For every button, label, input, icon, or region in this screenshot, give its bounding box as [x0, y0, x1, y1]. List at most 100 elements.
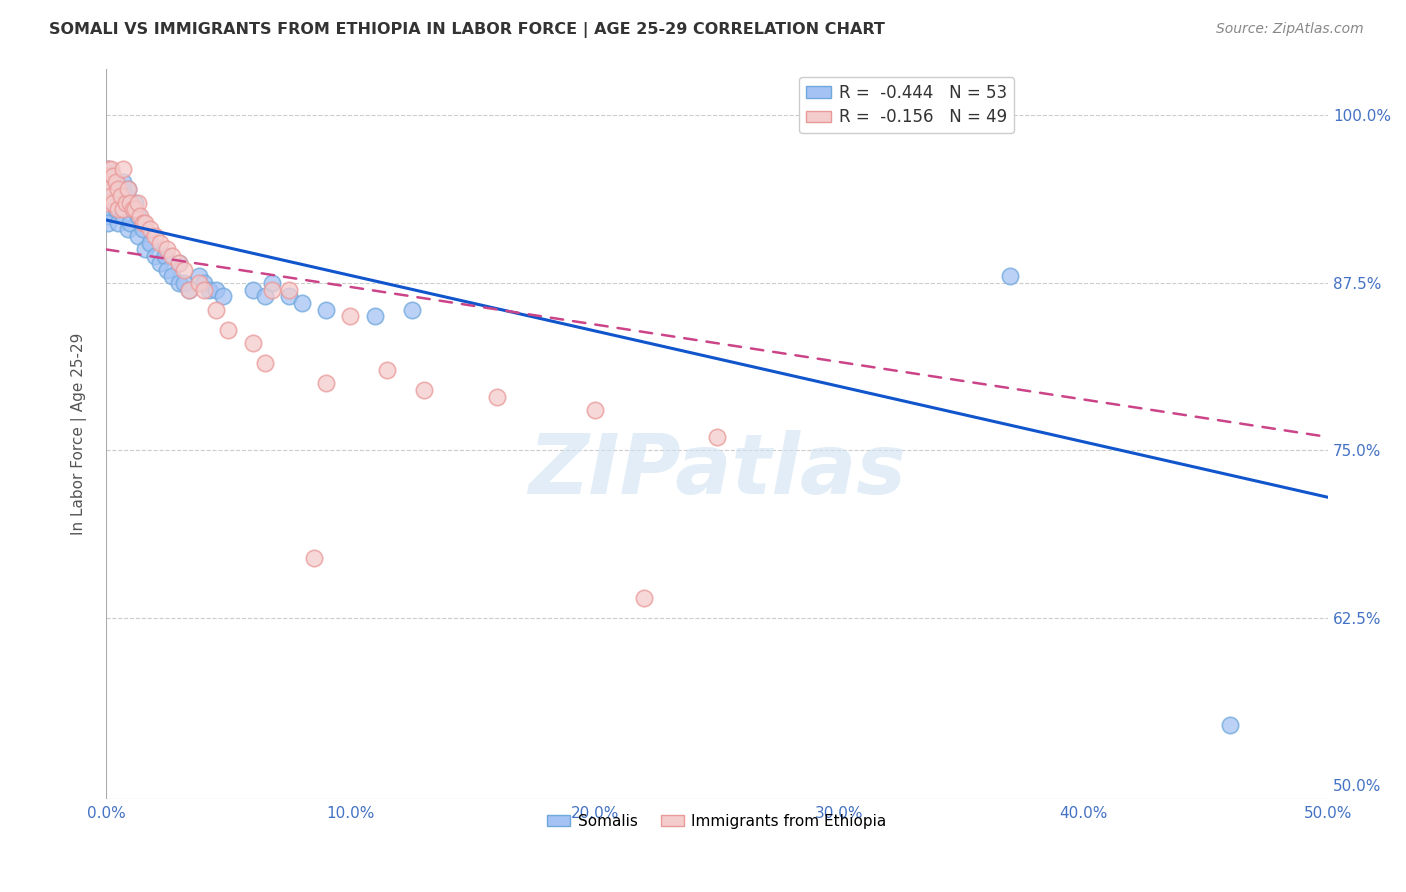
- Point: [156, 243, 179, 257]
- Point: [187, 269, 209, 284]
- Point: [103, 195, 125, 210]
- Point: [205, 302, 228, 317]
- Point: [278, 283, 301, 297]
- Point: [131, 216, 153, 230]
- Point: [205, 283, 228, 297]
- Point: [112, 161, 135, 176]
- Point: [107, 216, 129, 230]
- Point: [315, 302, 337, 317]
- Point: [160, 249, 183, 263]
- Point: [107, 189, 129, 203]
- Point: [153, 249, 176, 263]
- Point: [127, 209, 149, 223]
- Point: [173, 262, 195, 277]
- Point: [134, 243, 156, 257]
- Point: [103, 169, 125, 183]
- Point: [120, 195, 142, 210]
- Point: [97, 161, 120, 176]
- Point: [149, 235, 172, 250]
- Point: [139, 222, 162, 236]
- Point: [97, 195, 120, 210]
- Point: [117, 182, 139, 196]
- Point: [110, 195, 132, 210]
- Text: SOMALI VS IMMIGRANTS FROM ETHIOPIA IN LABOR FORCE | AGE 25-29 CORRELATION CHART: SOMALI VS IMMIGRANTS FROM ETHIOPIA IN LA…: [49, 22, 886, 38]
- Text: Source: ZipAtlas.com: Source: ZipAtlas.com: [1216, 22, 1364, 37]
- Point: [104, 176, 127, 190]
- Point: [104, 202, 127, 217]
- Point: [112, 209, 135, 223]
- Point: [112, 202, 135, 217]
- Point: [290, 296, 312, 310]
- Point: [177, 283, 200, 297]
- Point: [169, 276, 191, 290]
- Point: [302, 550, 325, 565]
- Point: [633, 591, 655, 605]
- Point: [122, 202, 145, 217]
- Point: [124, 202, 146, 217]
- Point: [401, 302, 423, 317]
- Point: [156, 262, 179, 277]
- Point: [143, 249, 166, 263]
- Point: [97, 216, 120, 230]
- Point: [107, 182, 129, 196]
- Point: [122, 202, 145, 217]
- Point: [131, 222, 153, 236]
- Point: [97, 182, 120, 196]
- Point: [120, 216, 142, 230]
- Point: [139, 235, 162, 250]
- Point: [107, 202, 129, 217]
- Point: [127, 229, 149, 244]
- Point: [278, 289, 301, 303]
- Point: [706, 430, 728, 444]
- Point: [120, 195, 142, 210]
- Y-axis label: In Labor Force | Age 25-29: In Labor Force | Age 25-29: [72, 333, 87, 535]
- Point: [583, 403, 606, 417]
- Point: [217, 323, 239, 337]
- Point: [117, 182, 139, 196]
- Point: [253, 289, 276, 303]
- Point: [197, 283, 219, 297]
- Point: [117, 222, 139, 236]
- Point: [97, 161, 120, 176]
- Point: [375, 363, 398, 377]
- Point: [97, 182, 120, 196]
- Point: [242, 336, 264, 351]
- Point: [242, 283, 264, 297]
- Point: [103, 195, 125, 210]
- Point: [1000, 269, 1022, 284]
- Point: [177, 283, 200, 297]
- Point: [173, 276, 195, 290]
- Point: [100, 161, 122, 176]
- Point: [339, 310, 361, 324]
- Point: [103, 182, 125, 196]
- Point: [97, 202, 120, 217]
- Point: [212, 289, 235, 303]
- Point: [97, 189, 120, 203]
- Point: [262, 283, 284, 297]
- Point: [412, 383, 434, 397]
- Point: [169, 256, 191, 270]
- Point: [364, 310, 387, 324]
- Point: [114, 189, 136, 203]
- Point: [127, 195, 149, 210]
- Point: [124, 195, 146, 210]
- Point: [149, 256, 172, 270]
- Point: [486, 390, 509, 404]
- Point: [114, 195, 136, 210]
- Point: [253, 356, 276, 370]
- Point: [187, 276, 209, 290]
- Point: [160, 269, 183, 284]
- Point: [100, 169, 122, 183]
- Point: [129, 209, 152, 223]
- Point: [97, 176, 120, 190]
- Point: [262, 276, 284, 290]
- Point: [104, 176, 127, 190]
- Point: [193, 283, 215, 297]
- Point: [169, 256, 191, 270]
- Point: [97, 209, 120, 223]
- Point: [315, 376, 337, 391]
- Point: [97, 169, 120, 183]
- Point: [134, 216, 156, 230]
- Point: [110, 189, 132, 203]
- Point: [1219, 718, 1241, 732]
